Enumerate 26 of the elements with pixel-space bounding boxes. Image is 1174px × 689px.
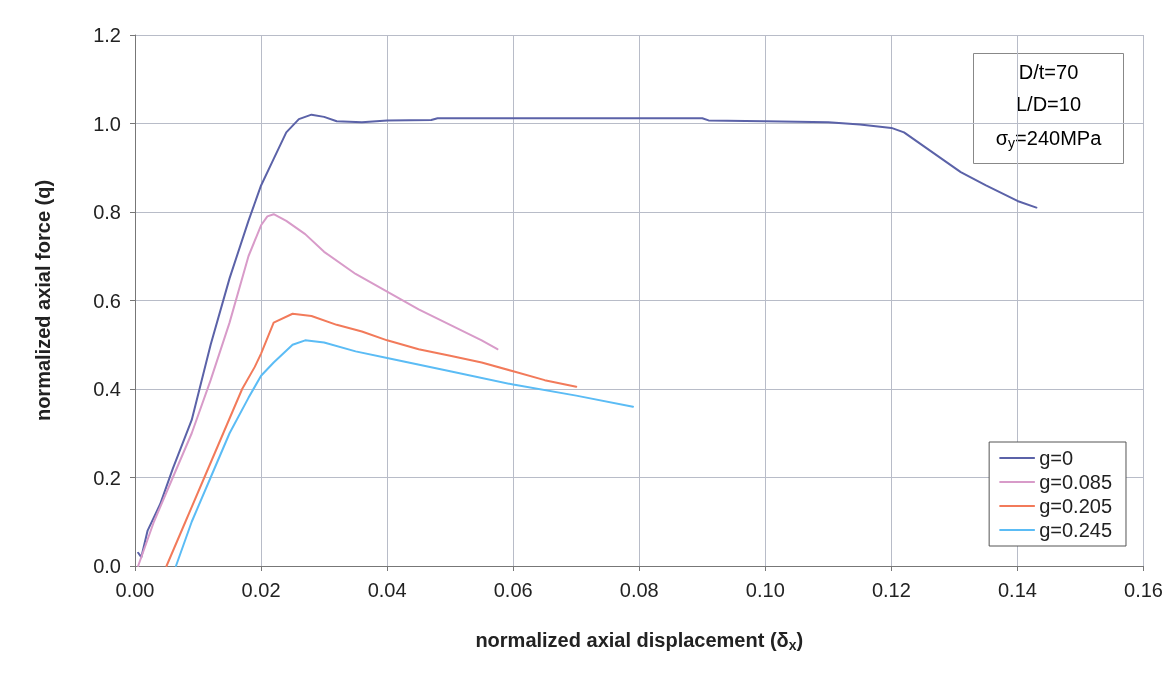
x-tick-label: 0.06 bbox=[493, 579, 533, 601]
y-tick-label: 0.2 bbox=[93, 466, 121, 489]
legend-label: g=0 bbox=[1039, 447, 1074, 469]
annotation: D/t=70 bbox=[1018, 60, 1079, 83]
x-tick-label: 0.14 bbox=[998, 579, 1037, 601]
x-tick-label: 0.04 bbox=[367, 579, 407, 601]
x-tick-label: 0.08 bbox=[619, 579, 659, 601]
x-tick-label: 0.10 bbox=[745, 579, 785, 601]
y-axis-title: normalized axial force (q) bbox=[32, 179, 54, 422]
legend-label: g=0.205 bbox=[1039, 495, 1113, 517]
line-series bbox=[137, 213, 499, 567]
x-tick-label: 0.16 bbox=[1124, 579, 1164, 601]
legend-label: g=0.085 bbox=[1039, 471, 1113, 493]
x-tick-label: 0.12 bbox=[871, 579, 911, 601]
y-tick-label: 1.2 bbox=[93, 24, 121, 46]
x-tick-label: 0.02 bbox=[241, 579, 281, 601]
y-tick-label: 0.0 bbox=[93, 555, 121, 577]
y-tick-label: 1.0 bbox=[93, 112, 121, 135]
x-tick-label: 0.00 bbox=[115, 579, 155, 601]
y-tick-label: 0.4 bbox=[93, 378, 121, 400]
y-tick-label: 0.8 bbox=[93, 201, 121, 223]
line-series bbox=[165, 312, 578, 567]
line-series bbox=[174, 339, 634, 567]
legend-label: g=0.245 bbox=[1039, 519, 1113, 541]
y-tick-label: 0.6 bbox=[93, 289, 121, 312]
annotation: L/D=10 bbox=[1015, 92, 1082, 115]
